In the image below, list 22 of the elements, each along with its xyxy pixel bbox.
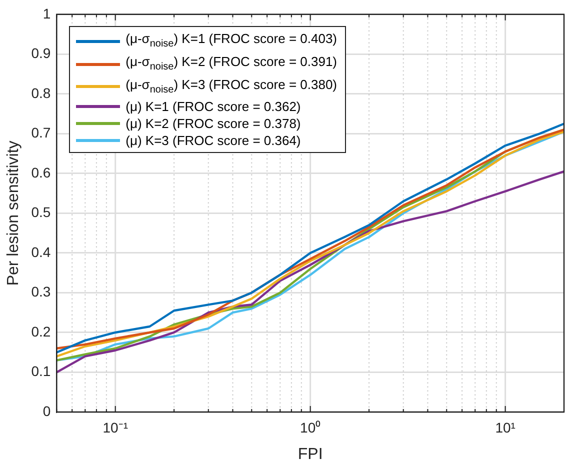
y-tick-label: 0.6 [31,164,51,180]
y-tick-label: 0.9 [31,45,51,62]
y-tick-label: 1 [42,5,51,22]
legend-label: (μ-σ$_{noise}$) K=2 (FROC score = 0.391) [126,52,338,75]
legend-label: (μ) K=1 (FROC score = 0.362) [126,98,301,116]
x-tick-label: 10¹ [495,419,516,436]
y-tick-label: 0.2 [31,323,51,340]
x-axis-title: FPI [298,446,323,463]
y-tick-label: 0.8 [31,84,51,101]
y-tick-label: 0.3 [31,284,51,300]
y-axis-title: Per lesion sensitivity [5,140,22,286]
legend-label: (μ) K=2 (FROC score = 0.378) [126,115,301,132]
y-tick-label: 0 [42,402,51,419]
y-tick-label: 0.4 [31,244,51,260]
legend-label: (μ-σ$_{noise}$) K=1 (FROC score = 0.403) [126,30,338,52]
x-tick-label: 10⁻¹ [102,419,128,436]
legend-label: (μ) K=3 (FROC score = 0.364) [126,132,301,150]
y-tick-label: 0.7 [31,124,51,141]
y-tick-label: 0.5 [31,204,51,220]
legend-label: (μ-σ$_{noise}$) K=3 (FROC score = 0.380) [126,76,338,98]
y-tick-label: 0.1 [31,363,51,380]
x-tick-label: 10⁰ [300,419,321,436]
